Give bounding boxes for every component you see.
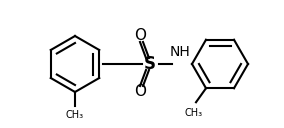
Text: O: O (134, 29, 146, 44)
Text: S: S (144, 55, 156, 73)
Text: O: O (134, 84, 146, 99)
Text: CH₃: CH₃ (66, 110, 84, 120)
Text: CH₃: CH₃ (185, 108, 203, 118)
Text: NH: NH (170, 45, 190, 59)
